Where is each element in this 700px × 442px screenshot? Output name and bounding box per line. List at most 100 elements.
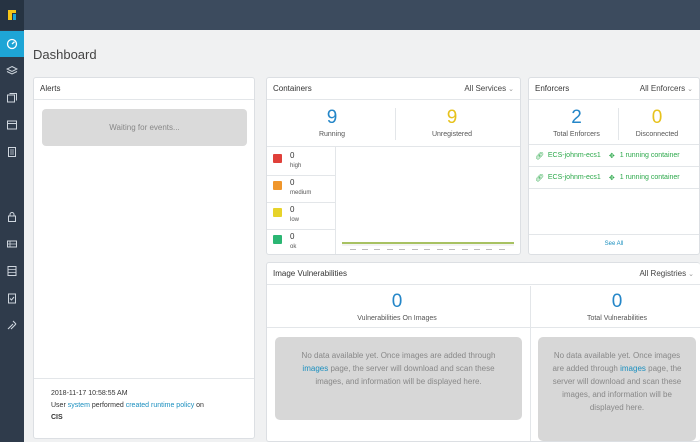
no-data-message: No data available yet. Once images are a… — [538, 337, 696, 441]
link-icon: 🔗︎ — [535, 174, 544, 182]
images-link[interactable]: images — [620, 364, 646, 373]
page-title: Dashboard — [33, 47, 97, 62]
waiting-message: Waiting for events... — [42, 109, 247, 146]
no-data-text: No data available yet. Once images are a… — [301, 351, 496, 360]
top-bar — [0, 0, 700, 30]
low-label: low — [290, 217, 300, 223]
container-icon: ✥ — [608, 174, 615, 182]
medium-count: 0 — [290, 178, 295, 187]
divider — [267, 146, 520, 147]
medium-label: medium — [290, 190, 312, 196]
low-swatch — [273, 208, 282, 217]
alerts-panel: Alerts Waiting for events... 2018-11-17 … — [33, 77, 255, 439]
registries-dropdown-label: All Registries — [639, 269, 687, 278]
alert-prefix: User — [51, 402, 66, 409]
enforcer-row[interactable]: 🔗︎ ECS-johnm-ecs1 ✥ 1 running container — [529, 145, 699, 167]
dashboard-icon[interactable] — [0, 31, 24, 57]
registries-dropdown[interactable]: All Registries ⌄ — [639, 269, 694, 278]
sidebar — [0, 0, 24, 442]
alert-verb: performed — [91, 402, 124, 409]
total-enforcers-stat[interactable]: 2 Total Enforcers — [539, 107, 614, 138]
running-label: Running — [318, 131, 346, 138]
ok-count: 0 — [290, 232, 295, 241]
enforcer-row[interactable]: 🔗︎ ECS-johnm-ecs1 ✥ 1 running container — [529, 167, 699, 189]
link-icon: 🔗︎ — [535, 152, 544, 160]
vulnerabilities-title: Image Vulnerabilities — [273, 269, 347, 278]
no-data-text: page, the server will download and scan … — [552, 364, 682, 412]
clipboard-check-icon[interactable] — [0, 285, 24, 311]
enforcers-title: Enforcers — [535, 84, 570, 93]
ok-label: ok — [290, 244, 297, 250]
logo-icon[interactable] — [0, 0, 24, 30]
containers-panel: Containers All Services ⌄ 9 Running 9 Unr… — [266, 77, 521, 255]
trend-chart — [342, 242, 514, 250]
total-enforcers-count: 2 — [571, 107, 582, 128]
report-icon[interactable] — [0, 139, 24, 165]
image-vulnerabilities-panel: Image Vulnerabilities All Registries ⌄ 0 … — [266, 262, 700, 442]
divider — [267, 229, 335, 230]
disconnected-count: 0 — [651, 107, 663, 128]
chevron-down-icon: ⌄ — [687, 86, 693, 93]
enforcers-dropdown[interactable]: All Enforcers ⌄ — [640, 84, 693, 93]
high-label: high — [290, 163, 302, 169]
see-all-link[interactable]: See All — [529, 234, 699, 254]
images-link[interactable]: images — [302, 364, 329, 373]
images-icon[interactable] — [0, 85, 24, 111]
total-vulns-count: 0 — [611, 291, 623, 312]
servers-icon[interactable] — [0, 231, 24, 257]
alert-user-link[interactable]: system — [67, 402, 90, 409]
x-tick-marks — [350, 249, 505, 250]
containers-title: Containers — [273, 84, 312, 93]
lock-icon[interactable] — [0, 204, 24, 230]
alert-action-link[interactable]: created runtime policy — [125, 402, 195, 409]
severity-ok[interactable]: 0 ok — [273, 232, 296, 259]
alert-on: on — [196, 402, 204, 409]
total-enforcers-label: Total Enforcers — [553, 131, 600, 138]
vulns-on-images-count: 0 — [391, 291, 403, 312]
vulns-on-images-label: Vulnerabilities On Images — [357, 315, 437, 322]
divider — [395, 108, 396, 140]
divider — [267, 327, 700, 328]
disconnected-stat[interactable]: 0 Disconnected — [622, 107, 692, 138]
high-swatch — [273, 154, 282, 163]
container-icon: ✥ — [608, 152, 615, 160]
total-vulns-stat[interactable]: 0 Total Vulnerabilities — [557, 291, 677, 322]
alert-target: CIS — [51, 414, 63, 421]
ok-swatch — [273, 235, 282, 244]
no-data-text: page, the server will download and scan … — [315, 364, 495, 386]
severity-high[interactable]: 0 high — [273, 151, 301, 178]
divider — [530, 286, 531, 441]
unregistered-count: 9 — [446, 107, 458, 128]
database-icon[interactable] — [0, 258, 24, 284]
layers-icon[interactable] — [0, 58, 24, 84]
unregistered-stat[interactable]: 9 Unregistered — [412, 107, 492, 138]
enforcer-status: 1 running container — [619, 152, 680, 159]
enforcer-name: ECS-johnm-ecs1 — [547, 152, 601, 159]
no-data-message: No data available yet. Once images are a… — [275, 337, 522, 420]
severity-low[interactable]: 0 low — [273, 205, 299, 232]
medium-swatch — [273, 181, 282, 190]
running-count: 9 — [326, 107, 338, 128]
divider — [267, 175, 335, 176]
alert-event: 2018-11-17 10:58:55 AM User system perfo… — [34, 378, 254, 424]
tools-icon[interactable] — [0, 312, 24, 338]
high-count: 0 — [290, 151, 295, 160]
low-count: 0 — [290, 205, 295, 214]
windows-icon[interactable] — [0, 112, 24, 138]
total-vulns-label: Total Vulnerabilities — [586, 315, 648, 322]
no-data-text: No data available yet. Once images are a… — [552, 351, 681, 373]
running-stat[interactable]: 9 Running — [292, 107, 372, 138]
severity-medium[interactable]: 0 medium — [273, 178, 311, 205]
vulns-on-images-stat[interactable]: 0 Vulnerabilities On Images — [327, 291, 467, 322]
enforcer-name: ECS-johnm-ecs1 — [547, 174, 601, 181]
divider — [529, 144, 699, 145]
enforcers-panel: Enforcers All Enforcers ⌄ 2 Total Enforce… — [528, 77, 700, 255]
disconnected-label: Disconnected — [635, 131, 679, 138]
alert-timestamp: 2018-11-17 10:58:55 AM — [51, 390, 128, 397]
enforcers-dropdown-label: All Enforcers — [639, 84, 686, 93]
chevron-down-icon: ⌄ — [508, 86, 514, 93]
services-dropdown[interactable]: All Services ⌄ — [464, 84, 514, 93]
services-dropdown-label: All Services — [464, 84, 507, 93]
chevron-down-icon: ⌄ — [688, 271, 694, 278]
divider — [335, 146, 336, 254]
